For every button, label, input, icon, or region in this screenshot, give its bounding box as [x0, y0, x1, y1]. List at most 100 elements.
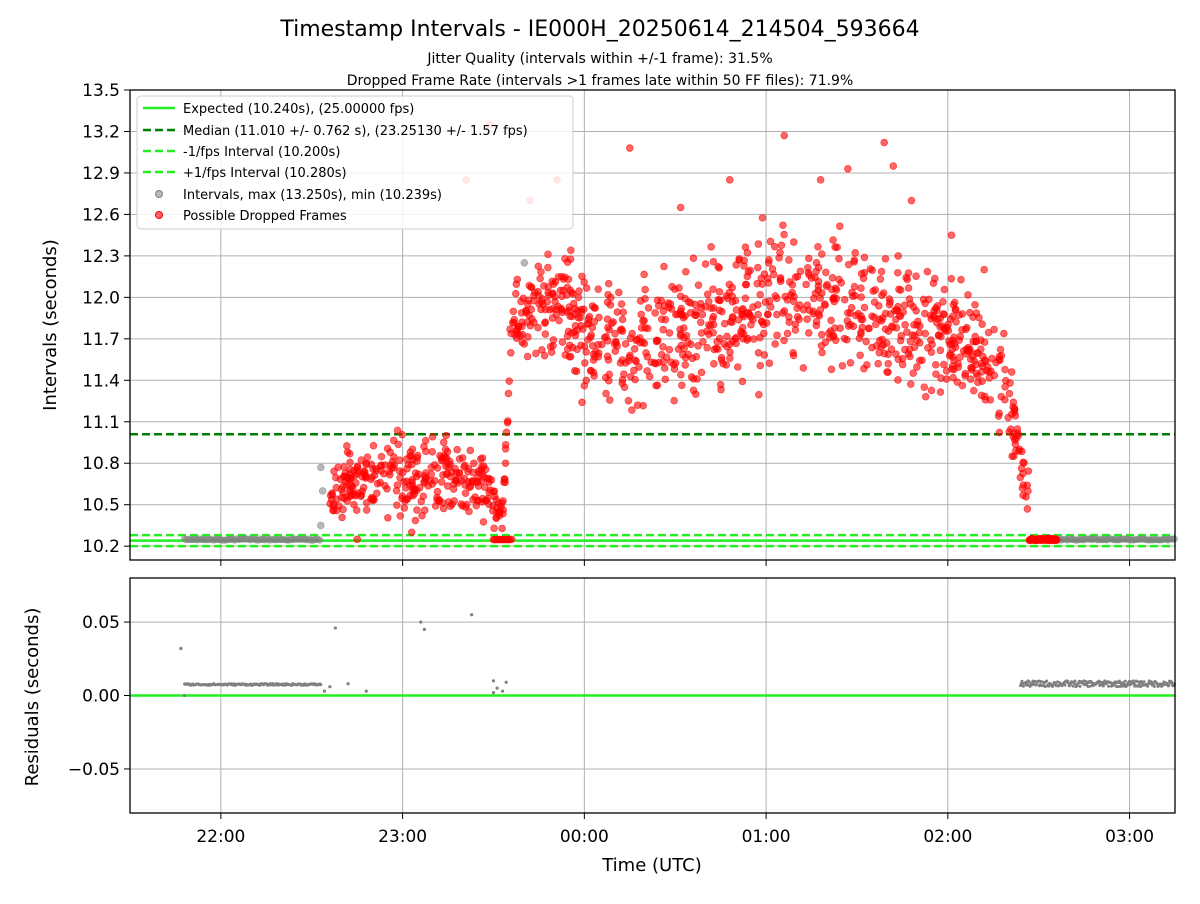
- dropped-frame-point: [691, 300, 699, 309]
- dropped-frame-point: [805, 271, 814, 279]
- dropped-frame-point: [362, 499, 371, 507]
- dropped-frame-point: [771, 340, 779, 348]
- dropped-frame-point: [694, 281, 703, 289]
- dropped-frame-point: [725, 176, 734, 184]
- dropped-frame-point: [932, 370, 940, 378]
- dropped-frame-point: [768, 265, 777, 273]
- dropped-frame-point: [860, 253, 869, 262]
- dropped-frame-point: [831, 243, 839, 251]
- dropped-frame-point: [850, 258, 858, 266]
- dropped-frame-point: [732, 339, 740, 348]
- dropped-frame-point: [827, 365, 836, 374]
- dropped-frame-point: [828, 274, 837, 282]
- dropped-frame-point: [670, 396, 678, 405]
- dropped-frame-point: [369, 441, 378, 450]
- dropped-frame-point: [897, 332, 905, 340]
- dropped-frame-point: [532, 349, 540, 358]
- dropped-frame-point: [480, 473, 488, 481]
- dropped-frame-point: [640, 316, 648, 325]
- dropped-frame-point: [472, 501, 481, 510]
- dropped-frame-point: [921, 392, 930, 401]
- dropped-frame-point: [358, 472, 366, 481]
- dropped-frame-point: [640, 270, 648, 279]
- dropped-frame-point: [726, 348, 734, 357]
- dropped-frame-point: [921, 329, 930, 338]
- dropped-frame-point: [849, 322, 858, 331]
- dropped-frame-point: [628, 406, 636, 414]
- dropped-frame-point: [940, 360, 948, 369]
- dropped-frame-point: [415, 483, 424, 492]
- dropped-frame-point: [927, 314, 935, 323]
- dropped-frame-point: [575, 287, 583, 295]
- dropped-frame-point: [613, 342, 622, 350]
- dropped-frame-point: [450, 479, 458, 488]
- x-tick-label: 02:00: [923, 827, 972, 847]
- dropped-frame-point: [756, 290, 765, 299]
- dropped-frame-point: [886, 310, 895, 318]
- dropped-frame-point: [909, 369, 918, 377]
- legend-swatch-intervals: [155, 190, 163, 198]
- dropped-frame-point: [448, 500, 456, 509]
- dropped-frame-point: [396, 474, 404, 482]
- dropped-frame-point: [950, 339, 959, 348]
- dropped-frame-point: [974, 372, 982, 380]
- interval-point: [316, 536, 324, 544]
- dropped-frame-point: [904, 284, 913, 292]
- dropped-frame-point: [480, 483, 489, 491]
- residual-point: [1088, 684, 1092, 688]
- legend-box: [136, 95, 574, 230]
- intervals-points: [180, 120, 1178, 545]
- dropped-frame-point: [835, 254, 843, 263]
- dropped-frame-subtitle: Dropped Frame Rate (intervals >1 frames …: [347, 73, 854, 89]
- dropped-frame-point: [773, 331, 781, 340]
- dropped-frame-point: [584, 315, 593, 323]
- x-axis-label: Time (UTC): [601, 855, 702, 876]
- dropped-frame-point: [377, 461, 385, 469]
- dropped-frame-point: [940, 285, 949, 294]
- dropped-frame-point: [927, 386, 936, 395]
- dropped-frame-point: [494, 499, 503, 507]
- dropped-frame-point: [568, 343, 577, 352]
- dropped-frame-point: [641, 285, 649, 294]
- dropped-frame-point: [670, 360, 678, 369]
- dropped-frame-point: [392, 486, 401, 495]
- dropped-frame-point: [569, 299, 578, 308]
- dropped-frame-point: [816, 176, 825, 184]
- dropped-frame-point: [703, 290, 712, 299]
- dropped-frame-point: [709, 304, 718, 312]
- dropped-frame-point: [367, 460, 376, 468]
- dropped-frame-point: [636, 297, 645, 305]
- dropped-frame-point: [681, 312, 689, 320]
- dropped-frame-point: [698, 310, 707, 319]
- dropped-frame-point: [920, 383, 929, 391]
- dropped-frame-point: [618, 327, 627, 336]
- residual-point: [1101, 684, 1105, 688]
- dropped-frame-point: [818, 250, 826, 258]
- dropped-frame-point: [835, 275, 843, 284]
- residual-point: [1123, 679, 1127, 683]
- dropped-frame-point: [538, 346, 546, 354]
- dropped-frame-point: [595, 313, 603, 322]
- dropped-frame-point: [466, 446, 475, 455]
- legend: Expected (10.240s), (25.00000 fps) Media…: [136, 95, 574, 230]
- dropped-frame-point: [484, 494, 492, 502]
- residual-point: [1161, 683, 1165, 687]
- residual-point: [500, 689, 505, 693]
- dropped-frame-point: [625, 144, 634, 152]
- dropped-frame-point: [1019, 469, 1027, 478]
- dropped-frame-point: [732, 261, 741, 269]
- dropped-frame-point: [677, 370, 685, 379]
- dropped-frame-point: [918, 356, 926, 365]
- dropped-frame-point: [915, 339, 924, 347]
- residual-point: [319, 683, 323, 687]
- dropped-frame-point: [827, 285, 836, 294]
- residual-point: [1072, 682, 1076, 686]
- residual-point: [1167, 683, 1171, 687]
- intervals-y-tick-label: 12.6: [82, 205, 120, 225]
- dropped-frame-point: [607, 293, 615, 302]
- dropped-frame-point: [568, 312, 576, 321]
- interval-point: [318, 487, 327, 495]
- x-tick-label: 23:00: [378, 827, 427, 847]
- dropped-frame-point: [1014, 431, 1023, 440]
- dropped-frame-point: [905, 345, 914, 354]
